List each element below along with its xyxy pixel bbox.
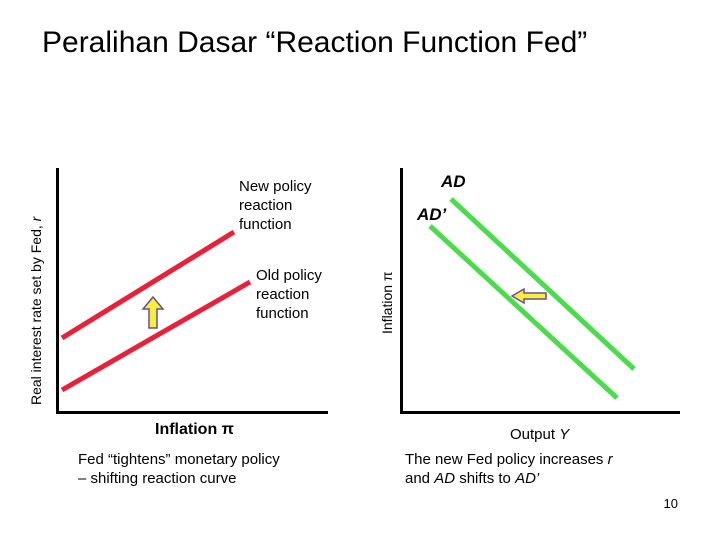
left-caption: Fed “tightens” monetary policy – shiftin… bbox=[78, 451, 280, 487]
ad-prime-curve bbox=[428, 224, 619, 400]
left-arrow-icon bbox=[510, 287, 547, 305]
right-caption: The new Fed policy increases r and AD sh… bbox=[405, 451, 613, 487]
right-y-axis-label: Inflation π bbox=[379, 271, 395, 334]
ad-prime-curve-label: AD’ bbox=[417, 205, 447, 224]
left-x-axis-label: Inflation π bbox=[155, 421, 234, 438]
left-y-axis-label: Real interest rate set by Fed, r bbox=[28, 216, 44, 405]
left-x-axis bbox=[56, 411, 328, 414]
ad-curve bbox=[449, 197, 636, 371]
right-y-axis bbox=[400, 168, 403, 414]
ad-curve-label: AD bbox=[441, 172, 466, 191]
old-reaction-curve bbox=[60, 279, 252, 393]
up-arrow-icon bbox=[141, 295, 165, 329]
slide-title: Peralihan Dasar “Reaction Function Fed” bbox=[42, 26, 588, 59]
new-reaction-curve bbox=[60, 229, 236, 341]
new-curve-label: New policy reaction function bbox=[239, 178, 312, 233]
left-y-axis bbox=[56, 168, 59, 414]
right-x-axis-label: Output Y bbox=[510, 426, 570, 443]
right-x-axis bbox=[400, 411, 680, 414]
old-curve-label: Old policy reaction function bbox=[256, 267, 322, 322]
page-number: 10 bbox=[663, 496, 678, 511]
